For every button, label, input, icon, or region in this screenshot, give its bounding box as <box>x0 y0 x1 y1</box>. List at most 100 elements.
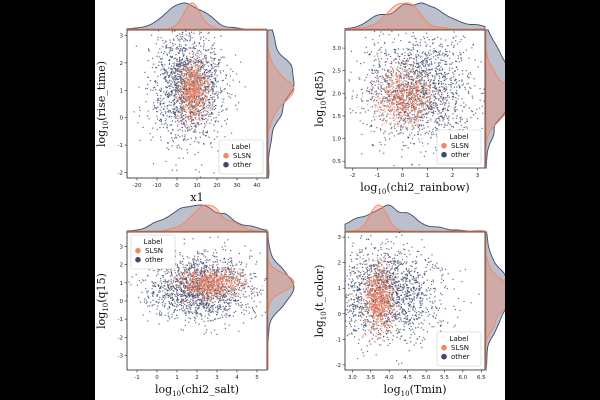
point-other <box>197 70 199 72</box>
point-other <box>180 50 182 52</box>
point-slsn <box>410 123 412 125</box>
point-other <box>204 68 206 71</box>
point-other <box>433 104 435 106</box>
point-other <box>368 90 371 93</box>
point-other <box>419 95 421 98</box>
point-other <box>414 99 416 101</box>
point-slsn <box>410 104 412 106</box>
point-other <box>139 139 141 141</box>
point-other <box>169 59 171 61</box>
point-other <box>138 86 140 88</box>
point-other <box>211 108 213 111</box>
point-other <box>445 50 447 52</box>
point-other <box>185 34 187 36</box>
point-other <box>409 49 411 51</box>
point-slsn <box>182 87 184 89</box>
point-other <box>388 133 390 135</box>
point-other <box>365 36 367 39</box>
point-slsn <box>196 113 198 115</box>
point-slsn <box>185 114 187 116</box>
point-other <box>183 110 185 112</box>
point-slsn <box>389 92 391 94</box>
point-other <box>179 81 181 83</box>
point-other <box>425 84 427 86</box>
point-other <box>210 119 212 121</box>
point-other <box>426 117 428 119</box>
point-other <box>176 79 178 81</box>
point-slsn <box>383 87 386 89</box>
point-other <box>174 43 176 45</box>
point-slsn <box>398 80 400 83</box>
point-other <box>153 87 155 89</box>
point-other <box>170 72 172 74</box>
point-slsn <box>393 70 395 72</box>
point-other <box>416 66 418 68</box>
point-other <box>434 96 437 98</box>
point-other <box>443 96 445 98</box>
point-slsn <box>184 92 186 94</box>
point-slsn <box>189 89 192 91</box>
point-other <box>456 109 458 111</box>
point-other <box>204 88 206 90</box>
point-other <box>213 138 216 140</box>
point-slsn <box>409 78 411 80</box>
point-other <box>213 318 216 320</box>
point-other <box>374 44 376 46</box>
point-other <box>199 299 201 302</box>
y-tick-label: 2 <box>120 61 124 67</box>
point-other <box>194 78 196 80</box>
point-slsn <box>202 100 204 102</box>
point-other <box>430 108 432 110</box>
point-other <box>168 95 170 98</box>
point-other <box>411 104 413 107</box>
point-other <box>171 93 173 95</box>
point-other <box>224 327 226 329</box>
point-slsn <box>390 80 392 82</box>
point-other <box>433 99 435 101</box>
point-other <box>445 48 447 50</box>
legend-box <box>218 139 264 175</box>
point-other <box>426 60 428 62</box>
point-other <box>417 51 419 53</box>
point-slsn <box>390 85 392 87</box>
point-slsn <box>193 75 195 77</box>
point-other <box>418 90 420 92</box>
point-other <box>177 120 179 122</box>
point-other <box>217 80 219 82</box>
point-other <box>415 62 417 64</box>
legend-title: Label <box>232 143 251 151</box>
point-slsn <box>182 69 184 71</box>
point-slsn <box>191 102 193 104</box>
point-other <box>201 117 203 119</box>
point-other <box>152 136 154 138</box>
point-other <box>182 109 184 111</box>
point-slsn <box>196 69 198 71</box>
y-tick-label: -1 <box>118 143 123 149</box>
point-slsn <box>188 111 191 114</box>
point-slsn <box>399 79 401 81</box>
point-other <box>371 97 373 99</box>
point-other <box>422 91 425 93</box>
point-slsn <box>401 103 403 106</box>
point-other <box>407 81 409 83</box>
point-slsn <box>192 59 194 62</box>
point-other <box>184 130 186 132</box>
point-other <box>408 68 410 70</box>
point-slsn <box>208 84 210 86</box>
point-other <box>176 85 178 87</box>
point-other <box>182 291 184 293</box>
point-other <box>187 60 189 62</box>
point-slsn <box>399 67 401 69</box>
point-other <box>408 63 410 66</box>
point-other <box>441 43 443 46</box>
point-other <box>220 92 222 94</box>
point-other <box>477 66 479 68</box>
point-other <box>214 48 216 50</box>
point-other <box>213 59 215 61</box>
point-other <box>199 38 202 40</box>
point-other <box>398 58 400 60</box>
point-other <box>435 103 437 105</box>
point-other <box>386 80 388 82</box>
point-other <box>475 16 476 17</box>
point-slsn <box>188 94 190 96</box>
